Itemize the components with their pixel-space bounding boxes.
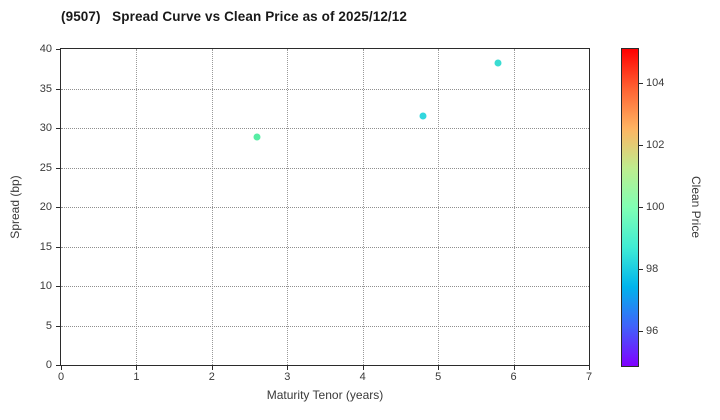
x-tick-label: 1 [133,371,140,383]
y-tick-mark [56,207,60,208]
gridline-horizontal [61,167,589,169]
x-tick-label: 3 [284,371,291,383]
plot-area [60,48,590,366]
x-tick-mark [362,366,364,370]
colorbar-tick-mark [639,83,643,85]
data-point [253,133,261,141]
gridline-horizontal [61,286,589,287]
y-tick-mark [56,167,60,169]
gridline-horizontal [61,88,589,90]
x-tick-label: 5 [435,371,442,383]
y-tick-mark [56,246,60,248]
y-tick-mark [56,128,60,129]
y-tick-mark [56,88,60,90]
colorbar-tick-label: 104 [646,77,665,90]
x-tick-mark [136,366,138,370]
data-point [494,59,502,67]
y-tick-label: 40 [39,43,52,55]
x-tick-label: 2 [208,371,215,383]
colorbar-tick-label: 98 [646,262,659,275]
colorbar-tick-mark [639,145,643,147]
colorbar-tick-mark [639,268,643,270]
data-point [419,112,427,120]
x-axis-label: Maturity Tenor (years) [266,388,384,402]
y-tick-mark [56,325,60,327]
x-tick-label: 6 [510,371,517,383]
x-tick-mark [513,366,515,370]
y-tick-label: 35 [39,82,52,95]
colorbar-tick-mark [639,330,643,332]
x-tick-mark [211,366,213,370]
colorbar-tick-label: 96 [646,324,659,337]
x-tick-label: 7 [585,371,593,383]
y-tick-label: 0 [45,359,52,371]
colorbar-label: Clean Price [689,175,703,239]
y-tick-label: 15 [39,240,52,253]
gridline-horizontal [61,128,589,129]
gridline-horizontal [61,207,589,208]
y-tick-mark [56,365,60,366]
gridline-horizontal [61,246,589,248]
colorbar-tick-label: 102 [646,139,665,152]
colorbar-tick-mark [639,207,643,208]
gridline-horizontal [61,325,589,327]
y-tick-label: 5 [45,319,52,332]
x-tick-mark [61,366,62,370]
y-tick-label: 25 [39,161,52,174]
y-tick-label: 30 [39,122,52,134]
x-tick-mark [287,366,289,370]
chart-title: (9507) Spread Curve vs Clean Price as of… [61,9,407,24]
x-tick-mark [438,366,440,370]
y-tick-label: 10 [39,280,52,292]
x-tick-label: 0 [57,371,65,383]
y-tick-mark [56,49,60,50]
x-tick-mark [589,366,590,370]
y-tick-label: 20 [39,201,52,213]
y-tick-mark [56,286,60,287]
colorbar-tick-label: 100 [646,201,665,213]
colorbar [621,48,639,367]
x-tick-label: 4 [359,371,366,383]
